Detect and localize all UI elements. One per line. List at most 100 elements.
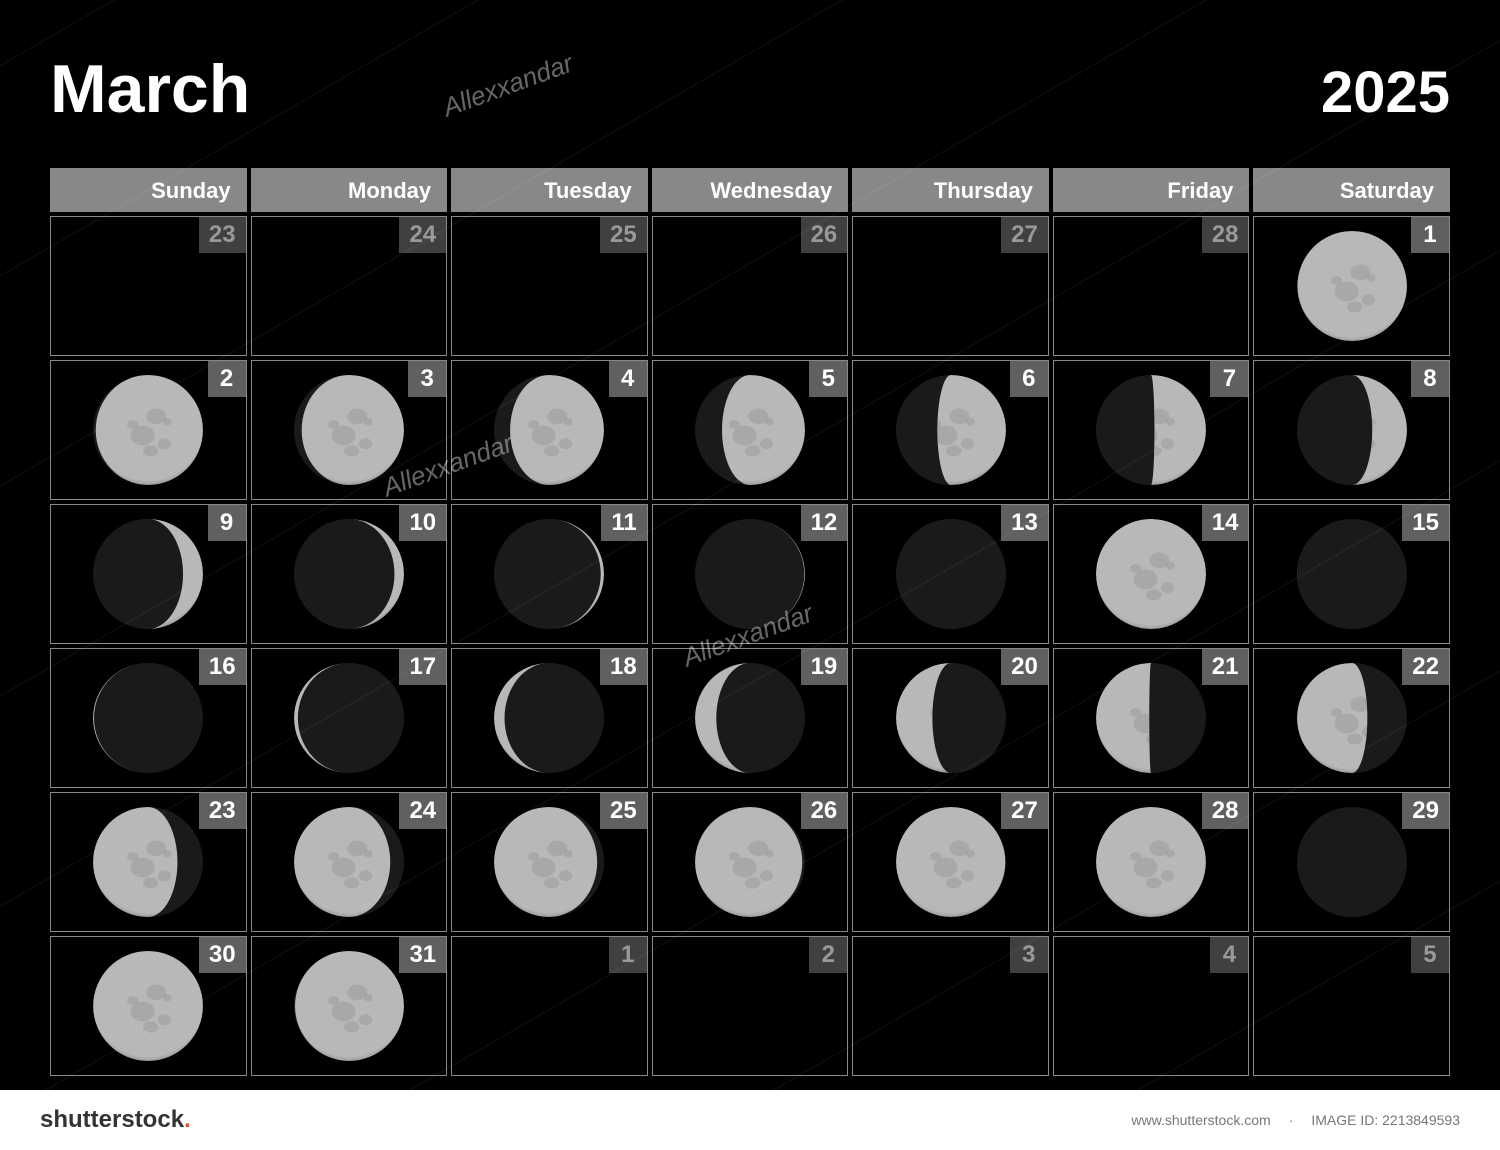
day-header: Sunday [50,168,247,212]
day-cell: 7 [1053,360,1250,500]
brand-dot-icon: . [184,1106,191,1133]
moon-phase-icon [1297,231,1407,341]
date-badge: 5 [1411,937,1449,973]
moon-phase-icon [93,519,203,629]
date-badge: 13 [1001,505,1048,541]
date-badge: 20 [1001,649,1048,685]
day-cell: 4 [1053,936,1250,1076]
moon-phase-icon [1297,375,1407,485]
day-cell: 26 [652,216,849,356]
moon-phase-icon [896,375,1006,485]
date-badge: 24 [399,217,446,253]
moon-phase-icon [1297,807,1407,917]
date-badge: 28 [1202,793,1249,829]
day-cell: 17 [251,648,448,788]
date-badge: 23 [199,217,246,253]
month-title: March [50,50,250,128]
moon-phase-icon [1297,519,1407,629]
brand-name: shutterstock [40,1106,184,1133]
day-cell: 9 [50,504,247,644]
day-cell: 26 [652,792,849,932]
date-badge: 8 [1411,361,1449,397]
day-cell: 1 [451,936,648,1076]
date-badge: 29 [1402,793,1449,829]
date-badge: 9 [208,505,246,541]
date-badge: 14 [1202,505,1249,541]
moon-phase-icon [294,663,404,773]
footer-bar: shutterstock. www.shutterstock.com · IMA… [0,1090,1500,1150]
day-cell: 18 [451,648,648,788]
footer-logo: shutterstock. [40,1106,191,1134]
footer-url: www.shutterstock.com [1131,1112,1270,1128]
day-cell: 12 [652,504,849,644]
day-cell: 11 [451,504,648,644]
moon-phase-icon [695,663,805,773]
day-header: Wednesday [652,168,849,212]
date-badge: 17 [399,649,446,685]
day-cell: 25 [451,792,648,932]
moon-phase-icon [1096,663,1206,773]
moon-phase-icon [896,519,1006,629]
day-header: Thursday [852,168,1049,212]
year-title: 2025 [1321,59,1450,126]
date-badge: 21 [1202,649,1249,685]
day-cell: 21 [1053,648,1250,788]
day-cell: 14 [1053,504,1250,644]
moon-phase-icon [294,375,404,485]
date-badge: 6 [1010,361,1048,397]
date-badge: 22 [1402,649,1449,685]
moon-phase-icon [695,807,805,917]
moon-phase-icon [93,807,203,917]
day-cell: 3 [251,360,448,500]
day-cell: 1 [1253,216,1450,356]
moon-phase-icon [1096,519,1206,629]
day-cell: 15 [1253,504,1450,644]
date-badge: 27 [1001,217,1048,253]
date-badge: 2 [208,361,246,397]
moon-phase-icon [1297,663,1407,773]
date-badge: 31 [399,937,446,973]
day-cell: 13 [852,504,1049,644]
day-cell: 2 [50,360,247,500]
date-badge: 5 [809,361,847,397]
day-cell: 4 [451,360,648,500]
moon-phase-icon [896,807,1006,917]
day-header: Tuesday [451,168,648,212]
day-header: Friday [1053,168,1250,212]
date-badge: 26 [801,793,848,829]
date-badge: 3 [1010,937,1048,973]
moon-phase-icon [896,663,1006,773]
date-badge: 11 [601,505,646,541]
date-badge: 3 [408,361,446,397]
moon-phase-icon [494,519,604,629]
day-header: Monday [251,168,448,212]
day-cell: 22 [1253,648,1450,788]
day-cell: 5 [1253,936,1450,1076]
day-cell: 31 [251,936,448,1076]
day-cell: 24 [251,792,448,932]
day-cell: 19 [652,648,849,788]
day-cell: 23 [50,216,247,356]
moon-phase-icon [494,375,604,485]
day-cell: 6 [852,360,1049,500]
date-badge: 1 [609,937,647,973]
moon-phase-icon [294,519,404,629]
moon-phase-icon [1096,807,1206,917]
date-badge: 25 [600,793,647,829]
date-badge: 10 [399,505,446,541]
moon-phase-icon [494,663,604,773]
moon-phase-icon [294,951,404,1061]
moon-phase-icon [695,519,805,629]
day-cell: 2 [652,936,849,1076]
calendar-grid: SundayMondayTuesdayWednesdayThursdayFrid… [50,168,1450,1076]
moon-phase-icon [93,663,203,773]
day-cell: 3 [852,936,1049,1076]
footer-separator: · [1289,1112,1294,1128]
date-badge: 1 [1411,217,1449,253]
date-badge: 25 [600,217,647,253]
date-badge: 28 [1202,217,1249,253]
day-cell: 25 [451,216,648,356]
moon-phase-icon [1096,375,1206,485]
date-badge: 4 [1210,937,1248,973]
date-badge: 19 [801,649,848,685]
